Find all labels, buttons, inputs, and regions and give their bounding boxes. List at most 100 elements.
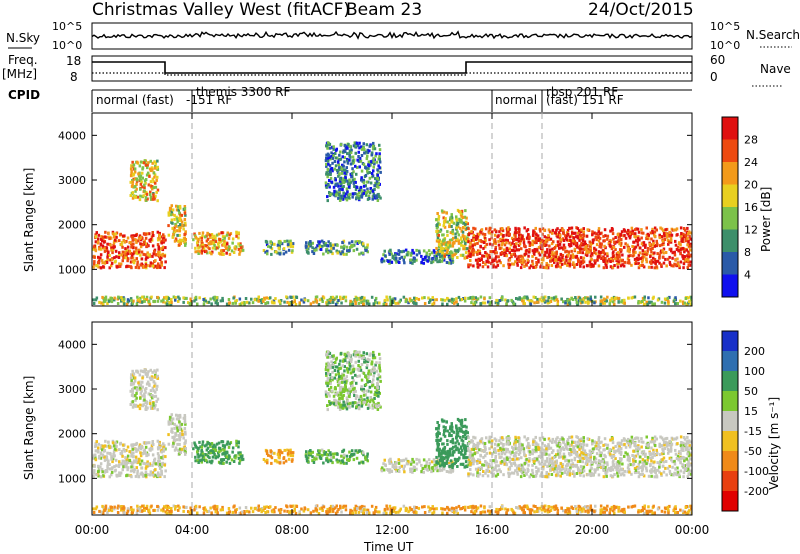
velocity-cell: [364, 393, 367, 397]
power-cell: [428, 253, 431, 256]
power-cell: [634, 232, 637, 236]
power-cell: [184, 230, 187, 234]
velocity-cell: [131, 469, 134, 473]
velocity-cell: [183, 427, 187, 430]
velocity-cell: [119, 471, 123, 475]
velocity-cell: [115, 474, 119, 478]
power-cell: [318, 246, 322, 250]
power-cell: [140, 180, 143, 184]
power-cell: [135, 249, 138, 252]
power-cell: [562, 239, 566, 242]
velocity-cell: [221, 460, 224, 464]
power-cell: [651, 247, 654, 250]
power-cell: [689, 237, 692, 241]
velocity-cell: [149, 446, 153, 450]
velocity-cell: [153, 406, 156, 410]
velocity-cell: [326, 404, 329, 408]
power-cell: [405, 253, 409, 257]
power-cell: [99, 243, 103, 247]
power-cell: [663, 238, 667, 241]
power-cell: [119, 232, 122, 236]
power-cell: [329, 173, 332, 176]
power-cell: [361, 295, 364, 299]
power-cell: [130, 169, 133, 173]
power-cell: [568, 226, 571, 230]
power-cell: [120, 299, 123, 303]
power-cell: [318, 240, 321, 244]
power-cell: [644, 243, 647, 247]
power-cell: [641, 256, 644, 259]
power-cell: [609, 260, 612, 263]
power-cell: [121, 234, 125, 238]
power-cell: [442, 247, 445, 251]
power-cell: [120, 296, 123, 299]
velocity-cell: [127, 466, 130, 470]
power-cell: [170, 210, 174, 214]
velocity-cell: [144, 466, 148, 470]
power-cell: [588, 240, 592, 244]
power-cell: [648, 242, 651, 246]
power-cell: [350, 148, 353, 152]
power-cell: [443, 254, 446, 258]
power-cell: [320, 297, 324, 301]
power-cell: [101, 244, 105, 248]
velocity-cell: [327, 381, 330, 385]
power-cell: [518, 296, 521, 300]
power-cell: [338, 199, 342, 202]
power-cell: [345, 171, 348, 175]
power-cell: [671, 251, 674, 255]
power-cell: [291, 245, 295, 249]
velocity-cell: [129, 460, 133, 464]
power-cell: [221, 296, 224, 300]
power-cell: [170, 220, 173, 224]
power-cell: [508, 263, 512, 267]
power-cell: [653, 244, 656, 248]
power-cell: [568, 235, 572, 239]
power-cell: [211, 236, 215, 240]
velocity-cell: [211, 459, 214, 463]
power-cell: [325, 249, 328, 253]
power-cell: [306, 299, 310, 303]
power-cell: [219, 249, 223, 253]
velocity-cell: [223, 445, 226, 449]
power-cell: [194, 295, 198, 299]
power-cell: [633, 295, 637, 299]
power-cell: [438, 260, 441, 264]
power-cell: [617, 300, 620, 304]
velocity-cell: [371, 383, 375, 387]
power-cell: [634, 259, 638, 263]
power-cell: [448, 222, 451, 226]
power-cell: [571, 231, 574, 235]
power-cell: [499, 261, 502, 265]
velocity-cell: [224, 450, 227, 454]
power-cell: [653, 251, 656, 255]
power-cell: [197, 237, 200, 241]
power-cell: [602, 234, 605, 238]
velocity-cell: [435, 463, 438, 467]
power-cell: [510, 253, 513, 257]
power-cell: [173, 239, 177, 243]
power-cell: [600, 231, 603, 235]
power-cell: [584, 252, 588, 256]
velocity-cell: [139, 451, 142, 455]
power-cell: [383, 249, 386, 253]
power-cell: [660, 227, 664, 231]
velocity-cell: [94, 449, 98, 453]
power-cell: [214, 247, 217, 251]
power-cell: [494, 301, 498, 305]
velocity-cell: [154, 403, 157, 407]
power-heatmap-cells: [92, 141, 692, 306]
velocity-cell: [373, 393, 377, 397]
power-cell: [354, 145, 357, 149]
velocity-cell: [131, 447, 134, 451]
power-cell: [357, 301, 361, 305]
power-cell: [163, 296, 166, 300]
power-cell: [582, 242, 585, 246]
velocity-cell: [238, 459, 242, 463]
power-cell: [309, 243, 313, 246]
power-cell: [374, 296, 378, 300]
velocity-cell: [358, 374, 361, 378]
velocity-cell: [358, 350, 361, 354]
power-cell: [497, 255, 500, 259]
power-cell: [328, 164, 332, 168]
